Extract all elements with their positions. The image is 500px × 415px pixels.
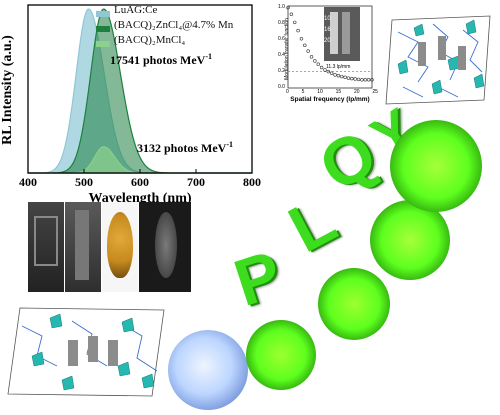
- rl-x-tick-label: 500: [75, 175, 93, 189]
- mtf-point: [343, 75, 347, 80]
- legend-swatch-zn-mn: [96, 26, 110, 32]
- mtf-point: [316, 62, 320, 66]
- rl-x-tick-label: 400: [19, 175, 37, 189]
- disc-green-emission-3: [370, 200, 450, 280]
- legend-label-zn-mn: (BACQ)₂ZnCl₄@4.7% Mn: [114, 19, 234, 31]
- mtf-point: [346, 76, 351, 80]
- rl-spectrum-chart: [27, 4, 253, 174]
- rl-x-ticks: [27, 169, 253, 173]
- crystal-structure-top: [385, 15, 491, 105]
- xray-image-circuit: [28, 202, 64, 292]
- mtf-point: [333, 73, 337, 77]
- xray-image-device: [65, 202, 101, 292]
- xray-image-beetle: [139, 202, 191, 292]
- mtf-point: [326, 69, 331, 74]
- annotation-3132: 3132 photos MeV-1: [137, 140, 234, 155]
- disc-blue-emission: [168, 330, 248, 410]
- mtf-point: [336, 73, 341, 78]
- mtf-point: [306, 49, 310, 53]
- mtf-point: [356, 77, 361, 82]
- mtf-point: [329, 71, 334, 75]
- photo-beetle: [102, 202, 138, 292]
- mtf-point: [293, 20, 297, 25]
- annotation-17541: 17541 photos MeV-1: [110, 52, 213, 67]
- mtf-point: [299, 37, 304, 41]
- rl-x-tick-label: 700: [187, 175, 205, 189]
- legend-label-luag: LuAG:Ce: [114, 4, 158, 16]
- mtf-point: [340, 74, 344, 79]
- mtf-inset-tick-labels: 10 16 20: [324, 16, 331, 44]
- mtf-points: [286, 5, 374, 82]
- mtf-point: [313, 59, 317, 63]
- mtf-point: [303, 43, 307, 48]
- mtf-point: [296, 28, 300, 33]
- disc-green-emission-4: [390, 120, 482, 212]
- mtf-x-ticks: 0 5 10 15 20 25: [286, 89, 378, 95]
- rl-y-axis-label: RL Intensity (a.u.): [0, 35, 15, 145]
- mtf-x-axis-label: Spatial frequency (lp/mm): [290, 96, 370, 103]
- legend-swatch-mncl4: [96, 41, 110, 47]
- disc-green-emission-2: [318, 268, 390, 340]
- mtf-plot-frame: [287, 5, 373, 89]
- plqy-letter-p: P: [225, 236, 291, 320]
- mtf-point: [370, 78, 374, 82]
- mtf-point: [363, 78, 367, 82]
- mtf-chart: [286, 5, 374, 89]
- crystal-structure-bottom: [7, 307, 165, 397]
- rl-x-tick-label: 800: [243, 175, 261, 189]
- mtf-inset-label: 11.3 lp/mm: [326, 64, 351, 70]
- mtf-point: [286, 5, 290, 10]
- mtf-inset-bars: [330, 12, 338, 54]
- mtf-point: [309, 55, 314, 59]
- mtf-point: [350, 76, 354, 81]
- mtf-point: [360, 78, 364, 82]
- disc-green-emission-1: [246, 320, 316, 390]
- mtf-point: [319, 65, 324, 70]
- legend-label-mncl4: (BACQ)₂MnCl₄: [114, 34, 186, 46]
- mtf-inset-bars: [342, 12, 350, 54]
- mtf-y-ticks: 0.0 0.2 0.4 0.6 0.8 1.0: [278, 4, 285, 90]
- rl-x-tick-label: 600: [131, 175, 149, 189]
- legend-swatch-luag: [96, 11, 110, 17]
- mtf-point: [323, 68, 327, 72]
- mtf-point: [289, 12, 294, 16]
- mtf-point: [366, 78, 371, 82]
- mtf-point: [353, 77, 357, 81]
